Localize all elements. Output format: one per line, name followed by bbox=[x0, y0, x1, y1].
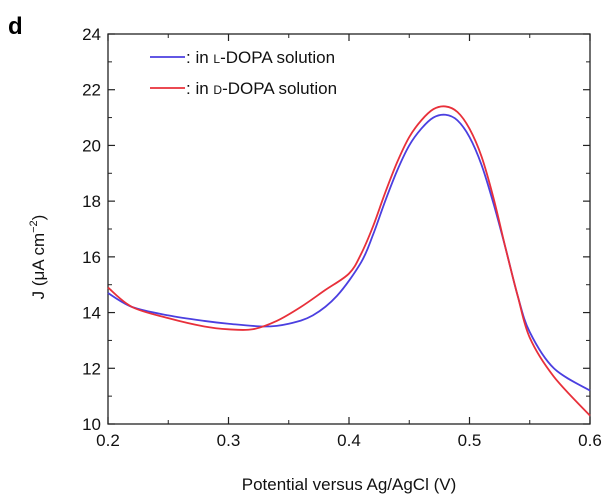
legend-label-d-dopa: : in d-DOPA solution bbox=[186, 79, 337, 98]
legend-label-l-dopa: : in l-DOPA solution bbox=[186, 48, 335, 67]
y-axis-label-unit: A cm bbox=[29, 233, 48, 271]
y-tick-label: 18 bbox=[82, 192, 101, 211]
legend-label-l-dopa-prefix: : in bbox=[186, 48, 213, 67]
x-tick-label: 0.3 bbox=[217, 431, 241, 450]
y-axis-label-suffix: ) bbox=[29, 215, 48, 221]
y-axis-label-exponent: −2 bbox=[28, 220, 40, 233]
y-tick-label: 24 bbox=[82, 25, 101, 44]
series-line-d-dopa bbox=[107, 105, 591, 417]
x-axis: 0.2 0.3 0.4 0.5 0.6 bbox=[96, 34, 602, 450]
x-tick-label: 0.4 bbox=[337, 431, 361, 450]
y-tick-label: 20 bbox=[82, 136, 101, 155]
legend-label-l-dopa-suffix: -DOPA solution bbox=[220, 48, 335, 67]
y-tick-label: 22 bbox=[82, 81, 101, 100]
y-axis-label: J (μA cm−2) bbox=[28, 215, 48, 300]
y-tick-label: 16 bbox=[82, 248, 101, 267]
plot-area: 0.2 0.3 0.4 0.5 0.6 10 12 14 16 18 20 22 24 bbox=[82, 25, 602, 450]
legend-label-d-dopa-prefix: : in bbox=[186, 79, 213, 98]
legend-label-d-dopa-smallcaps: d bbox=[213, 83, 222, 97]
y-axis-label-mu: μ bbox=[29, 271, 48, 281]
x-tick-label: 0.5 bbox=[458, 431, 482, 450]
series-line-l-dopa bbox=[107, 113, 591, 392]
legend-label-d-dopa-suffix: -DOPA solution bbox=[222, 79, 337, 98]
plot-frame bbox=[107, 33, 591, 425]
y-axis: 10 12 14 16 18 20 22 24 bbox=[82, 25, 590, 434]
y-tick-label: 10 bbox=[82, 415, 101, 434]
x-tick-label: 0.2 bbox=[96, 431, 120, 450]
legend: : in l-DOPA solution : in d-DOPA solutio… bbox=[150, 48, 337, 98]
panel-letter: d bbox=[8, 13, 23, 40]
y-axis-label-prefix: J ( bbox=[29, 280, 48, 299]
y-tick-label: 12 bbox=[82, 359, 101, 378]
series-layer bbox=[107, 105, 591, 417]
y-tick-label: 14 bbox=[82, 304, 101, 323]
x-axis-label: Potential versus Ag/AgCl (V) bbox=[242, 475, 456, 494]
x-tick-label: 0.6 bbox=[578, 431, 602, 450]
legend-label-l-dopa-smallcaps: l bbox=[213, 52, 220, 66]
